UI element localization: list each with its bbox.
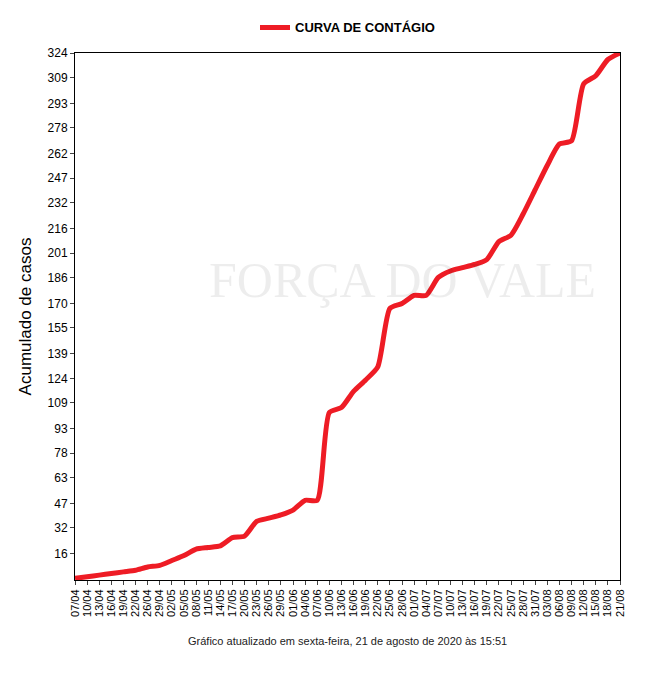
svg-text:19/04: 19/04	[117, 589, 129, 617]
svg-text:07/04: 07/04	[69, 589, 81, 617]
svg-text:22/04: 22/04	[129, 589, 141, 617]
svg-text:47: 47	[54, 497, 68, 511]
svg-text:16/07: 16/07	[468, 589, 480, 617]
svg-text:12/08: 12/08	[577, 589, 589, 617]
svg-text:309: 309	[48, 71, 68, 85]
svg-text:201: 201	[48, 246, 68, 260]
svg-text:28/07: 28/07	[517, 589, 529, 617]
svg-text:139: 139	[48, 347, 68, 361]
svg-text:15/08: 15/08	[589, 589, 601, 617]
svg-text:216: 216	[48, 222, 68, 236]
svg-text:10/04: 10/04	[81, 589, 93, 617]
svg-text:25/07: 25/07	[505, 589, 517, 617]
svg-text:18/08: 18/08	[601, 589, 613, 617]
svg-text:170: 170	[48, 297, 68, 311]
svg-text:247: 247	[48, 171, 68, 185]
svg-text:29/05: 29/05	[274, 589, 286, 617]
svg-text:19/06: 19/06	[359, 589, 371, 617]
svg-text:06/08: 06/08	[553, 589, 565, 617]
svg-text:07/06: 07/06	[311, 589, 323, 617]
svg-text:10/06: 10/06	[323, 589, 335, 617]
svg-text:31/07: 31/07	[529, 589, 541, 617]
svg-text:21/08: 21/08	[614, 589, 626, 617]
svg-text:09/08: 09/08	[565, 589, 577, 617]
svg-text:232: 232	[48, 196, 68, 210]
svg-text:10/07: 10/07	[444, 589, 456, 617]
svg-text:29/04: 29/04	[153, 589, 165, 617]
svg-text:278: 278	[48, 121, 68, 135]
svg-text:Gráfico atualizado em sexta-fe: Gráfico atualizado em sexta-feira, 21 de…	[188, 635, 507, 647]
svg-text:262: 262	[48, 147, 68, 161]
svg-text:14/05: 14/05	[214, 589, 226, 617]
svg-text:08/05: 08/05	[190, 589, 202, 617]
svg-text:FORÇA DO VALE: FORÇA DO VALE	[209, 252, 596, 308]
svg-text:16: 16	[54, 547, 68, 561]
svg-text:20/05: 20/05	[238, 589, 250, 617]
svg-text:155: 155	[48, 321, 68, 335]
svg-text:26/04: 26/04	[141, 589, 153, 617]
svg-text:02/05: 02/05	[165, 589, 177, 617]
svg-text:19/07: 19/07	[480, 589, 492, 617]
svg-text:01/07: 01/07	[408, 589, 420, 617]
svg-text:293: 293	[48, 97, 68, 111]
svg-text:22/07: 22/07	[492, 589, 504, 617]
svg-text:04/06: 04/06	[299, 589, 311, 617]
svg-text:324: 324	[48, 46, 68, 60]
svg-text:23/05: 23/05	[250, 589, 262, 617]
svg-text:28/06: 28/06	[396, 589, 408, 617]
svg-text:124: 124	[48, 372, 68, 386]
svg-text:11/05: 11/05	[202, 589, 214, 616]
svg-text:17/05: 17/05	[226, 589, 238, 617]
svg-text:03/08: 03/08	[541, 589, 553, 617]
svg-text:05/05: 05/05	[178, 589, 190, 617]
svg-text:32: 32	[54, 521, 68, 535]
svg-text:07/07: 07/07	[432, 589, 444, 617]
svg-text:04/07: 04/07	[420, 589, 432, 617]
svg-text:22/06: 22/06	[371, 589, 383, 617]
svg-text:01/06: 01/06	[287, 589, 299, 617]
svg-text:13/04: 13/04	[93, 589, 105, 617]
svg-text:13/07: 13/07	[456, 589, 468, 617]
svg-text:78: 78	[54, 446, 68, 460]
svg-text:16/06: 16/06	[347, 589, 359, 617]
svg-text:93: 93	[54, 422, 68, 436]
svg-text:CURVA DE CONTÁGIO: CURVA DE CONTÁGIO	[295, 20, 435, 35]
svg-text:16/04: 16/04	[105, 589, 117, 617]
svg-text:63: 63	[54, 471, 68, 485]
svg-text:109: 109	[48, 396, 68, 410]
svg-text:25/06: 25/06	[383, 589, 395, 617]
svg-text:186: 186	[48, 271, 68, 285]
svg-text:Acumulado de casos: Acumulado de casos	[16, 238, 35, 396]
svg-text:13/06: 13/06	[335, 589, 347, 617]
svg-text:26/05: 26/05	[262, 589, 274, 617]
